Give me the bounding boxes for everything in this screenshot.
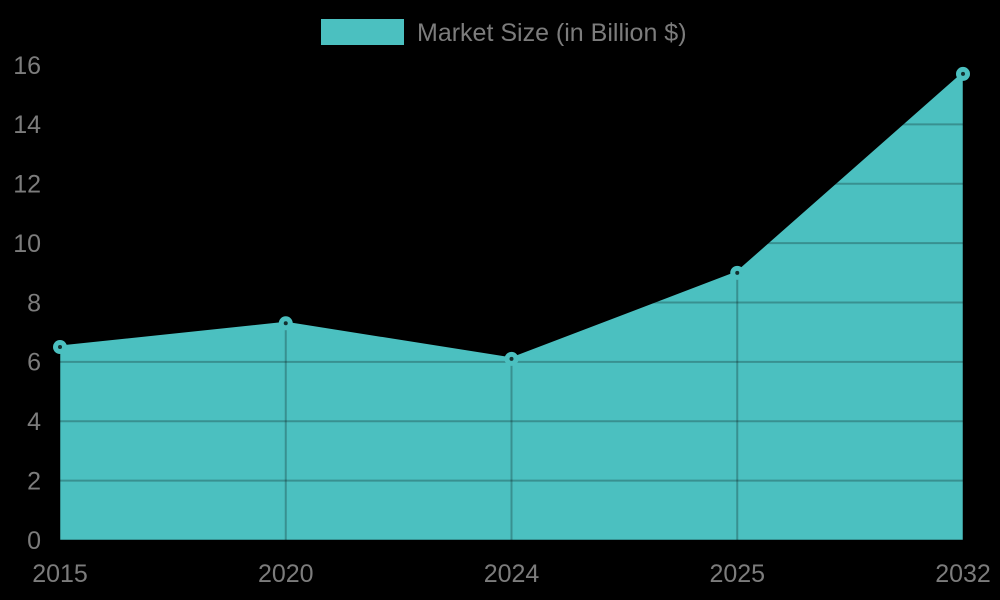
area-fill	[60, 73, 963, 540]
x-tick-label: 2015	[32, 560, 88, 588]
y-tick-label: 10	[13, 230, 41, 258]
y-tick-label: 8	[27, 289, 41, 317]
legend: Market Size (in Billion $)	[321, 19, 687, 47]
data-point-center	[509, 356, 514, 361]
data-point-center	[58, 345, 62, 350]
x-tick-label: 2025	[709, 560, 765, 588]
y-tick-label: 6	[27, 349, 41, 377]
data-points	[53, 66, 970, 366]
data-point-center	[283, 321, 288, 326]
x-axis-labels: 2015 2020 2024 2025 2032	[32, 560, 991, 588]
x-tick-label: 2020	[258, 560, 314, 588]
x-tick-label: 2032	[935, 560, 991, 588]
y-tick-label: 0	[27, 527, 41, 555]
y-tick-label: 2	[27, 467, 41, 495]
y-tick-label: 16	[13, 52, 41, 80]
data-point-center	[961, 71, 965, 76]
y-axis-labels: 0 2 4 6 8 10 12 14 16	[13, 52, 41, 555]
legend-label[interactable]: Market Size (in Billion $)	[417, 19, 687, 47]
y-tick-label: 4	[27, 408, 41, 436]
y-tick-label: 12	[13, 171, 41, 199]
data-point-center	[735, 270, 740, 275]
x-tick-label: 2024	[484, 560, 540, 588]
legend-swatch[interactable]	[321, 19, 404, 45]
y-tick-label: 14	[13, 111, 41, 139]
